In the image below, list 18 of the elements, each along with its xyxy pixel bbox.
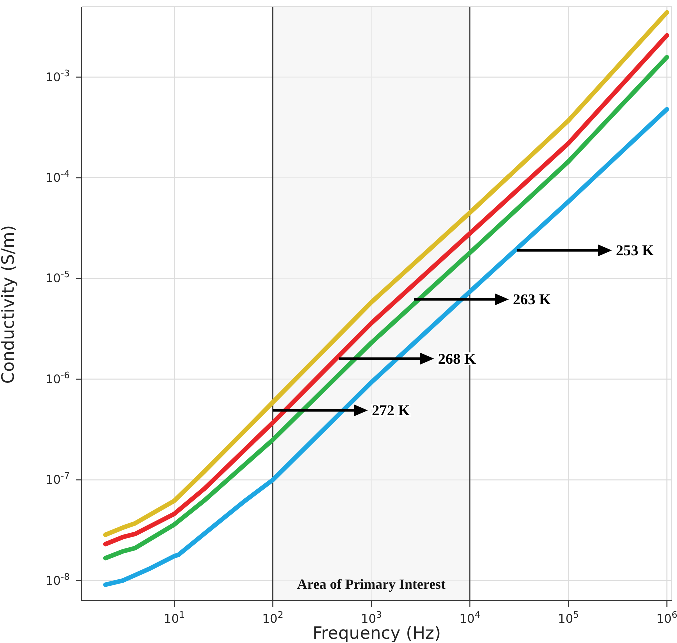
x-tick-label: 10$^{3}$ bbox=[361, 611, 382, 626]
x-tick-label: 10$^{5}$ bbox=[558, 611, 580, 626]
y-tick-label: 10$^{-4}$ bbox=[46, 170, 70, 186]
band-label: Area of Primary Interest bbox=[297, 578, 446, 593]
x-tick-label: 10$^{4}$ bbox=[460, 611, 481, 626]
y-tick-label: 10$^{-3}$ bbox=[46, 69, 70, 84]
annotation: 272 K bbox=[372, 404, 410, 420]
y-tick-label: 10$^{-5}$ bbox=[46, 270, 70, 286]
y-tick-label: 10$^{-7}$ bbox=[46, 472, 70, 488]
y-axis-title: Conductivity (S/m) bbox=[0, 225, 20, 384]
annotation: 253 K bbox=[616, 244, 654, 260]
x-tick-label: 10$^{2}$ bbox=[262, 611, 284, 626]
x-tick-label: 10$^{1}$ bbox=[164, 611, 186, 626]
annotation: 263 K bbox=[513, 292, 552, 309]
y-tick-label: 10$^{-8}$ bbox=[46, 572, 70, 588]
x-axis-title: Frequency (Hz) bbox=[312, 624, 442, 643]
x-tick-label: 10$^{6}$ bbox=[656, 611, 677, 626]
y-tick-label: 10$^{-6}$ bbox=[46, 371, 70, 386]
